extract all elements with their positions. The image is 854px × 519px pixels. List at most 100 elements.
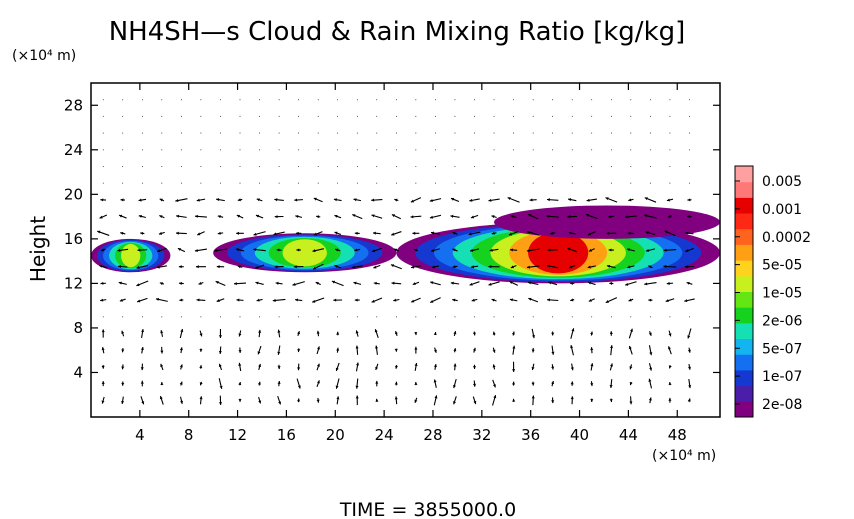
wind-arrowhead (253, 232, 257, 236)
wind-arrowhead (156, 265, 160, 269)
wind-arrowhead (294, 198, 298, 202)
colorbar-swatch (735, 338, 753, 355)
wind-arrowhead (199, 348, 203, 352)
wind-arrowhead (625, 282, 629, 286)
wind-arrowhead (644, 197, 648, 201)
cloud-contour-band (528, 232, 589, 274)
y-tick-label: 16 (64, 230, 83, 248)
wind-arrowhead (312, 249, 316, 253)
wind-arrowhead (255, 265, 259, 269)
wind-arrowhead (410, 265, 415, 269)
colorbar-frame (734, 165, 754, 418)
wind-arrowhead (450, 197, 455, 201)
wind-arrowhead (610, 363, 613, 367)
wind-arrowhead (546, 214, 550, 218)
x-tick-label: 4 (135, 426, 145, 444)
wind-arrowhead (610, 345, 614, 349)
wind-arrowhead (526, 249, 530, 253)
wind-arrowhead (121, 382, 125, 386)
wind-arrowhead (433, 379, 437, 383)
wind-arrowhead (605, 197, 609, 201)
wind-arrowhead (590, 331, 594, 335)
wind-arrowhead (198, 281, 202, 285)
wind-arrowhead (627, 231, 631, 235)
colorbar-swatch (735, 244, 753, 261)
wind-arrowhead (237, 198, 241, 202)
wind-arrowhead (354, 231, 358, 235)
wind-arrowhead (586, 198, 590, 202)
wind-arrowhead (570, 381, 574, 385)
chart-title: NH4SH—s Cloud & Rain Mixing Ratio [kg/kg… (109, 17, 686, 47)
wind-arrowhead (414, 363, 418, 367)
wind-arrowhead (274, 198, 278, 202)
wind-arrowhead (624, 215, 628, 219)
wind-arrowhead (551, 332, 555, 336)
colorbar-label: 1e-07 (762, 369, 802, 385)
wind-arrowhead (507, 197, 511, 201)
wind-arrowhead (431, 265, 435, 269)
wind-arrowhead (336, 331, 340, 335)
wind-arrowhead (275, 281, 279, 285)
wind-arrowhead (395, 365, 399, 369)
wind-arrowhead (629, 382, 633, 386)
x-axis: 4 8 12 16 20 24 28 32 36 40 44 48 (135, 83, 687, 444)
wind-arrowhead (452, 298, 456, 302)
wind-arrowhead (101, 248, 105, 252)
wind-arrowhead (453, 401, 456, 405)
colorbar-swatch (735, 260, 753, 277)
wind-arrowhead (644, 214, 648, 218)
wind-arrowhead (532, 335, 536, 339)
wind-arrowhead (410, 215, 414, 219)
wind-arrowhead (334, 264, 338, 268)
wind-arrowhead (199, 382, 203, 386)
wind-arrowhead (101, 329, 105, 333)
wind-arrowhead (118, 214, 123, 218)
wind-arrowhead (176, 214, 180, 218)
wind-arrowhead (238, 350, 242, 353)
wind-arrowhead (394, 396, 398, 400)
wind-arrowhead (215, 281, 219, 284)
wind-arrowhead (141, 401, 145, 405)
wind-arrowhead (414, 399, 418, 403)
x-tick-label: 48 (668, 426, 687, 444)
wind-arrowhead (430, 281, 434, 285)
wind-arrowhead (334, 214, 338, 218)
wind-arrowhead (137, 248, 141, 252)
wind-arrowhead (118, 265, 121, 269)
colorbar-label: 2e-06 (762, 313, 802, 329)
wind-arrowhead (140, 231, 144, 235)
wind-arrowhead (235, 248, 240, 252)
wind-arrowhead (121, 366, 125, 370)
colorbar-swatch (735, 322, 753, 340)
wind-arrowhead (140, 380, 144, 384)
wind-arrowhead (297, 331, 300, 335)
time-label: TIME = 3855000.0 (339, 499, 516, 519)
wind-arrowhead (512, 398, 516, 402)
wind-arrowhead (237, 265, 241, 269)
wind-arrowhead (470, 215, 475, 219)
wind-arrowhead (119, 298, 124, 302)
wind-arrowhead (297, 367, 301, 371)
wind-arrowhead (468, 232, 472, 236)
wind-arrowhead (373, 265, 377, 269)
colorbar-swatch (735, 291, 753, 308)
wind-arrowhead (218, 335, 223, 339)
x-tick-label: 32 (472, 426, 491, 444)
wind-arrowhead (238, 399, 242, 402)
wind-arrowhead (687, 198, 691, 202)
wind-arrowhead (238, 362, 242, 366)
wind-arrowhead (175, 199, 179, 203)
wind-arrowhead (391, 281, 395, 285)
wind-arrowhead (180, 328, 184, 333)
wind-arrowhead (649, 352, 653, 356)
wind-arrowhead (394, 331, 398, 335)
wind-arrowhead (550, 231, 554, 235)
wind-arrowhead (590, 383, 594, 387)
wind-arrowhead (452, 248, 456, 252)
wind-arrowhead (331, 280, 336, 284)
wind-arrowhead (414, 346, 418, 350)
wind-arrowhead (570, 281, 573, 285)
wind-arrowhead (216, 299, 220, 302)
wind-arrowhead (510, 215, 514, 219)
